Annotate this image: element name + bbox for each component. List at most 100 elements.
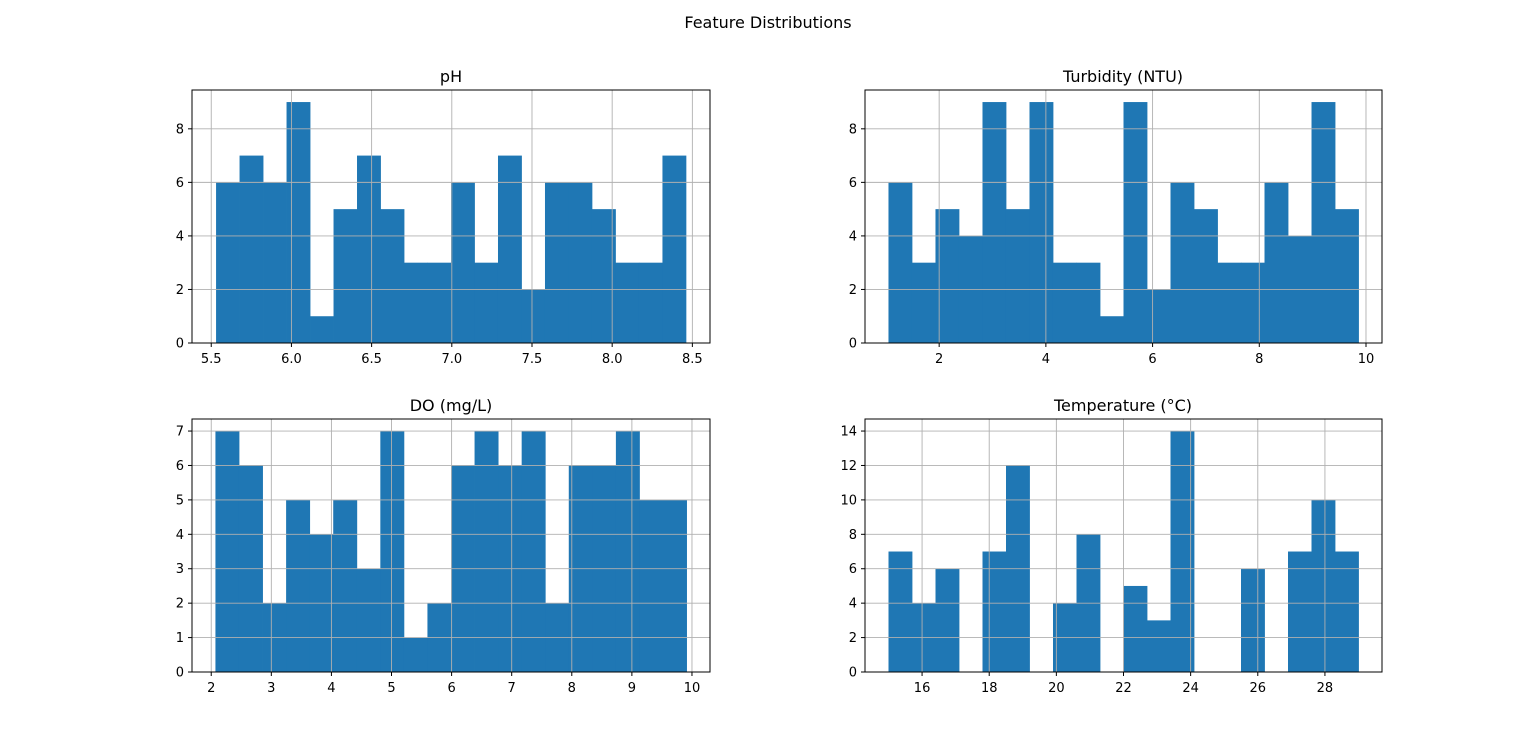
bar-do-14	[521, 431, 546, 672]
x-tick-label-turbidity: 6	[1148, 352, 1156, 367]
x-tick-label-ph: 6.0	[281, 352, 302, 367]
y-tick-label-turbidity: 0	[849, 337, 857, 352]
bar-ph-17	[591, 209, 616, 343]
y-tick-label-temperature: 2	[849, 631, 857, 646]
bar-turbidity-5	[982, 102, 1007, 343]
bar-turbidity-1	[888, 182, 913, 343]
y-tick-label-turbidity: 6	[849, 176, 857, 191]
bar-temperature-11	[1123, 585, 1148, 672]
y-tick-label-temperature: 0	[849, 666, 857, 681]
y-tick-label-turbidity: 4	[849, 229, 857, 244]
bar-temperature-16	[1241, 568, 1265, 672]
bar-ph-1	[216, 182, 240, 343]
y-tick-label-temperature: 12	[840, 459, 857, 474]
bar-turbidity-6	[1005, 209, 1030, 343]
x-tick-label-do: 3	[267, 681, 275, 696]
bar-ph-7	[357, 155, 381, 343]
bar-ph-5	[310, 316, 334, 343]
bar-ph-15	[544, 182, 569, 343]
x-tick-label-ph: 7.5	[522, 352, 543, 367]
bar-turbidity-8	[1052, 262, 1077, 343]
bar-ph-20	[662, 155, 687, 343]
bar-ph-11	[451, 182, 475, 343]
y-tick-label-temperature: 6	[849, 562, 857, 577]
bar-temperature-13	[1170, 431, 1195, 672]
bar-ph-13	[497, 155, 522, 343]
x-tick-label-do: 7	[508, 681, 516, 696]
bar-do-1	[215, 431, 240, 672]
x-tick-label-turbidity: 2	[935, 352, 943, 367]
x-tick-label-temperature: 18	[981, 681, 998, 696]
bar-temperature-18	[1288, 551, 1312, 672]
histogram-turbidity: Turbidity (NTU) 2 4 6 8 10 0 2 4 6 8	[849, 67, 1383, 367]
bar-temperature-5	[982, 551, 1007, 672]
panel-title-do: DO (mg/L)	[410, 396, 493, 415]
x-tick-label-turbidity: 8	[1255, 352, 1263, 367]
bar-temperature-20	[1335, 551, 1359, 672]
y-tick-label-turbidity: 8	[849, 122, 857, 137]
bar-turbidity-20	[1335, 209, 1359, 343]
x-tick-label-do: 4	[327, 681, 335, 696]
axes-frame-turbidity	[864, 89, 1383, 344]
y-tick-label-temperature: 10	[840, 493, 857, 508]
y-tick-label-do: 6	[176, 459, 184, 474]
bar-ph-18	[615, 262, 640, 343]
panel-title-turbidity: Turbidity (NTU)	[1062, 67, 1183, 86]
x-tick-label-ph: 7.0	[441, 352, 462, 367]
x-tick-label-ph: 6.5	[361, 352, 382, 367]
x-tick-label-temperature: 22	[1115, 681, 1132, 696]
bar-ph-2	[239, 155, 264, 343]
bar-ph-14	[521, 289, 546, 343]
bar-turbidity-7	[1029, 102, 1054, 343]
bar-temperature-1	[888, 551, 913, 672]
x-tick-label-ph: 8.5	[682, 352, 703, 367]
bar-temperature-19	[1311, 499, 1336, 672]
x-tick-label-ph: 8.0	[602, 352, 623, 367]
y-tick-label-do: 0	[176, 666, 184, 681]
bar-do-7	[356, 568, 381, 672]
bar-ph-10	[427, 262, 452, 343]
x-tick-label-do: 2	[207, 681, 215, 696]
bar-ph-3	[263, 182, 287, 343]
bar-do-4	[286, 499, 311, 672]
y-tick-label-do: 4	[176, 528, 184, 543]
y-tick-label-temperature: 4	[849, 597, 857, 612]
bar-turbidity-10	[1100, 316, 1124, 343]
figure-title: Feature Distributions	[684, 13, 851, 32]
panel-title-temperature: Temperature (°C)	[1053, 396, 1192, 415]
bar-do-9	[403, 637, 428, 672]
bar-ph-8	[380, 209, 405, 343]
bars-ph	[216, 102, 687, 343]
x-tick-label-do: 8	[568, 681, 576, 696]
y-tick-label-turbidity: 2	[849, 283, 857, 298]
bar-ph-12	[474, 262, 499, 343]
axes-frame-ph	[191, 89, 711, 344]
y-tick-label-ph: 6	[176, 176, 184, 191]
bar-do-19	[639, 499, 664, 672]
panel-title-ph: pH	[440, 67, 462, 86]
bar-ph-4	[286, 102, 311, 343]
bar-turbidity-16	[1241, 262, 1265, 343]
bars-do	[215, 431, 687, 672]
bar-ph-16	[568, 182, 593, 343]
y-tick-label-do: 3	[176, 562, 184, 577]
y-tick-label-temperature: 8	[849, 528, 857, 543]
histogram-do: DO (mg/L) 2 3 4 5 6 7 8 9 10 0 1 2 3 4 5 6 7	[176, 396, 711, 696]
bar-turbidity-19	[1311, 102, 1336, 343]
bar-turbidity-14	[1194, 209, 1218, 343]
x-tick-label-temperature: 26	[1250, 681, 1267, 696]
x-tick-label-do: 10	[684, 681, 701, 696]
x-tick-label-do: 5	[387, 681, 395, 696]
x-tick-label-temperature: 16	[914, 681, 931, 696]
bar-turbidity-3	[935, 209, 960, 343]
bar-do-8	[380, 431, 405, 672]
bar-do-18	[615, 431, 640, 672]
y-tick-label-ph: 8	[176, 122, 184, 137]
x-tick-label-do: 6	[447, 681, 455, 696]
y-tick-label-do: 1	[176, 631, 184, 646]
bar-do-12	[474, 431, 499, 672]
bar-temperature-3	[935, 568, 960, 672]
y-tick-label-ph: 0	[176, 337, 184, 352]
y-tick-label-do: 7	[176, 425, 184, 440]
